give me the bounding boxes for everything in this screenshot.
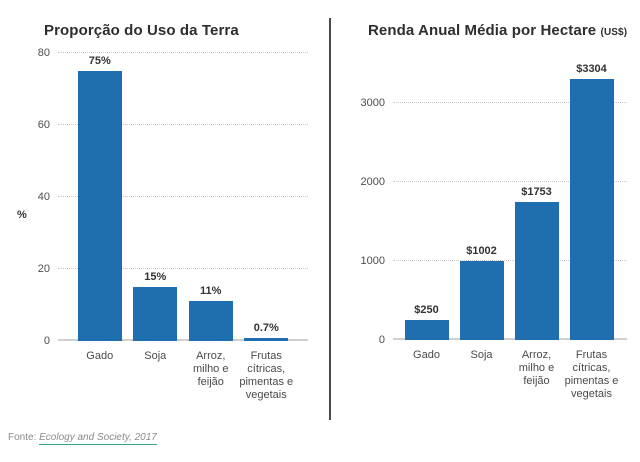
category-label: Arroz, milho e feijão <box>518 349 555 387</box>
bar-group: 15% Soja <box>128 53 184 362</box>
vertical-divider <box>329 18 331 420</box>
gridline <box>58 196 308 197</box>
bar-group: 75% Gado <box>72 53 128 362</box>
chart-title-text: Renda Anual Média por Hectare <box>368 22 597 40</box>
bars-group: 75% Gado 15% Soja 11% Arroz, milho e feijão 0.… <box>72 53 295 401</box>
bar <box>404 320 449 340</box>
bar <box>188 301 233 341</box>
y-axis-label-percent: % <box>17 209 27 221</box>
chart-title-currency-note: (US$) <box>600 27 628 39</box>
plot-area-land-use: 80 60 40 20 0 75% Gado 15% Soja 11% Arroz, milho e… <box>38 47 308 401</box>
y-tick-label: 0 <box>43 335 50 347</box>
bar-group: $1002 Soja <box>454 48 509 361</box>
chart-title-land-use: Proporção do Uso da Terra <box>44 22 239 39</box>
value-label: 0.7% <box>253 322 279 335</box>
plot-area-income: 3000 2000 1000 0 $250 Gado $1002 Soja $1753 Arroz… <box>361 48 627 400</box>
bar <box>569 79 614 340</box>
chart-title-income: Renda Anual Média por Hectare (US$) <box>368 22 627 39</box>
category-label: Arroz, milho e feijão <box>193 350 229 388</box>
bar-group: $1753 Arroz, milho e feijão <box>509 48 564 387</box>
category-label: Soja <box>470 349 493 361</box>
bar <box>514 201 559 340</box>
category-label: Gado <box>413 349 440 361</box>
category-label: Frutas cítricas, pimentas e vegetais <box>564 349 619 400</box>
x-axis-line <box>58 339 308 341</box>
y-tick-label: 2000 <box>360 176 385 189</box>
gridline <box>393 260 627 262</box>
gridline <box>58 268 308 269</box>
value-label: 11% <box>200 285 222 298</box>
gridline <box>393 102 627 104</box>
value-label: 15% <box>144 271 167 283</box>
category-label: Gado <box>86 350 114 362</box>
source-attribution: Fonte: Ecology and Society, 2017 <box>8 432 157 445</box>
bar <box>133 287 178 341</box>
y-tick-label: 20 <box>37 263 50 275</box>
category-label: Frutas cítricas, pimentas e vegetais <box>239 350 294 401</box>
bar-group: $250 Gado <box>399 48 454 361</box>
gridline <box>58 52 308 53</box>
y-tick-label: 3000 <box>360 97 385 110</box>
y-tick-label: 40 <box>37 191 50 203</box>
value-label: $1002 <box>466 244 497 257</box>
value-label: $3304 <box>576 63 607 76</box>
bar <box>77 71 122 341</box>
gridline <box>393 181 627 183</box>
y-tick-label: 0 <box>378 334 385 346</box>
value-label: 75% <box>88 55 111 67</box>
y-tick-label: 1000 <box>360 255 385 268</box>
y-tick-label: 80 <box>37 47 50 59</box>
bar <box>459 260 504 340</box>
x-axis-line <box>393 338 627 340</box>
source-label: Fonte: <box>8 432 37 443</box>
bar <box>244 338 289 341</box>
bar-group: $3304 Frutas cítricas, pimentas e vegetai… <box>564 48 619 400</box>
bar-group: 11% Arroz, milho e feijão <box>183 53 239 388</box>
source-link[interactable]: Ecology and Society, 2017 <box>39 432 157 445</box>
chart-title-text: Proporção do Uso da Terra <box>44 22 239 40</box>
category-label: Soja <box>144 350 167 362</box>
value-label: $1753 <box>521 185 552 198</box>
y-tick-label: 60 <box>37 119 50 131</box>
bars-group: $250 Gado $1002 Soja $1753 Arroz, milho e fei… <box>399 48 619 400</box>
bar-group: 0.7% Frutas cítricas, pimentas e vegetais <box>239 53 295 401</box>
gridline <box>58 124 308 125</box>
value-label: $250 <box>414 304 439 317</box>
